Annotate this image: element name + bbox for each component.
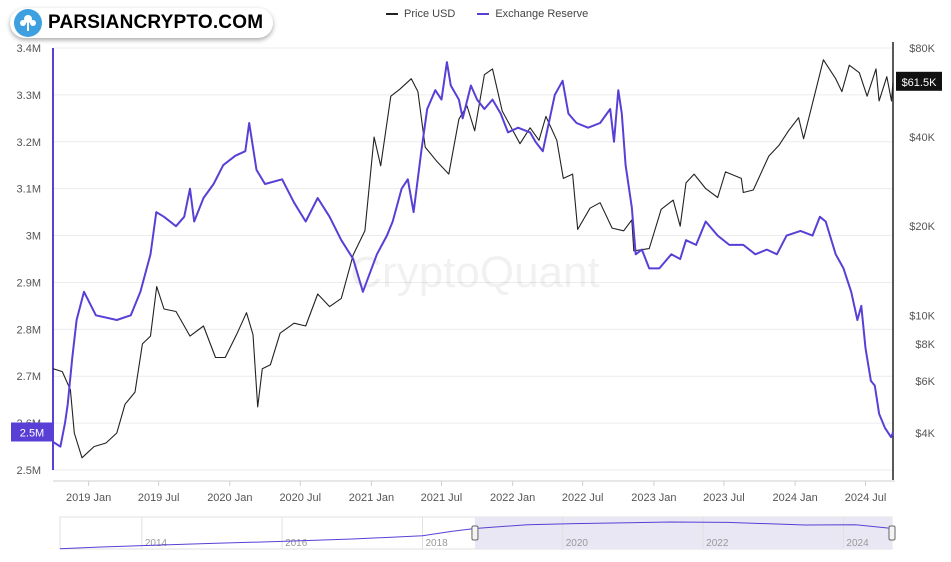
x-tick-label: 2022 Jul <box>562 492 604 504</box>
x-axis: 2019 Jan 2019 Jul 2020 Jan 2020 Jul 2021 Jan… <box>53 480 895 504</box>
legend-label-price: Price USD <box>404 8 456 20</box>
series-line-price <box>52 59 894 459</box>
x-tick-label: 2020 Jul <box>279 492 321 504</box>
logo-text: PARSIANCRYPTO.COM <box>48 12 264 33</box>
navigator-tick-label: 2014 <box>145 538 168 549</box>
left-tick-label: 2.7M <box>17 371 41 383</box>
left-tick-label: 3.1M <box>17 184 41 196</box>
left-tick-label: 2.5M <box>17 465 41 477</box>
navigator-line <box>59 521 893 550</box>
x-tick-label: 2022 Jan <box>490 492 535 504</box>
right-tick-label: $40K <box>909 132 935 144</box>
x-tick-label: 2024 Jan <box>772 492 817 504</box>
legend-label-reserve: Exchange Reserve <box>495 8 589 20</box>
left-tick-label: 2.8M <box>17 324 41 336</box>
price-value-tag-text: $61.5K <box>902 77 938 89</box>
x-tick-label: 2019 Jul <box>138 492 180 504</box>
chart-legend: Price USD Exchange Reserve <box>386 8 588 20</box>
right-tick-label: $6K <box>915 376 935 388</box>
reserve-value-tag-text: 2.5M <box>20 427 44 439</box>
navigator-tick-label: 2016 <box>285 538 308 549</box>
legend-item-price[interactable]: Price USD <box>386 8 455 20</box>
right-tick-label: $8K <box>915 339 935 351</box>
x-tick-label: 2024 Jul <box>845 492 887 504</box>
navigator-tick-label: 2024 <box>846 538 869 549</box>
x-tick-label: 2021 Jan <box>349 492 394 504</box>
x-tick-label: 2020 Jan <box>207 492 252 504</box>
parsiancrypto-logo: PARSIANCRYPTO.COM <box>10 8 274 38</box>
reserve-value-tag <box>11 422 53 442</box>
navigator-handle-right[interactable] <box>888 525 896 541</box>
x-tick-label: 2023 Jul <box>703 492 745 504</box>
navigator-tick-label: 2020 <box>566 538 589 549</box>
right-axis: $80K $40K $20K $10K $8K $6K $4K <box>892 42 936 480</box>
series-line-exchange-reserve <box>52 61 894 448</box>
left-tick-label: 3.2M <box>17 137 41 149</box>
legend-swatch-reserve <box>477 13 490 15</box>
left-tick-label: 3M <box>26 231 41 243</box>
left-tick-label: 3.3M <box>17 90 41 102</box>
legend-item-reserve[interactable]: Exchange Reserve <box>477 8 588 20</box>
value-tags: 2.5M $61.5K <box>11 71 942 442</box>
right-tick-label: $4K <box>915 428 935 440</box>
right-tick-label: $80K <box>909 43 935 55</box>
navigator-handle-left[interactable] <box>471 525 479 541</box>
left-tick-label: 2.9M <box>17 277 41 289</box>
navigator-tick-label: 2018 <box>425 538 448 549</box>
range-navigator[interactable]: 2014 2016 2018 2020 2022 2024 <box>59 516 896 550</box>
right-tick-label: $10K <box>909 310 935 322</box>
tree-logo-icon <box>14 9 42 37</box>
watermark-text: CryptoQuant <box>350 248 599 297</box>
left-tick-label: 3.4M <box>17 43 41 55</box>
x-tick-label: 2023 Jan <box>631 492 676 504</box>
right-tick-label: $20K <box>909 221 935 233</box>
x-tick-label: 2021 Jul <box>421 492 463 504</box>
legend-swatch-price <box>386 13 398 15</box>
price-value-tag <box>896 71 942 91</box>
navigator-tick-label: 2022 <box>706 538 729 549</box>
gridlines <box>53 47 893 471</box>
x-tick-label: 2019 Jan <box>66 492 111 504</box>
